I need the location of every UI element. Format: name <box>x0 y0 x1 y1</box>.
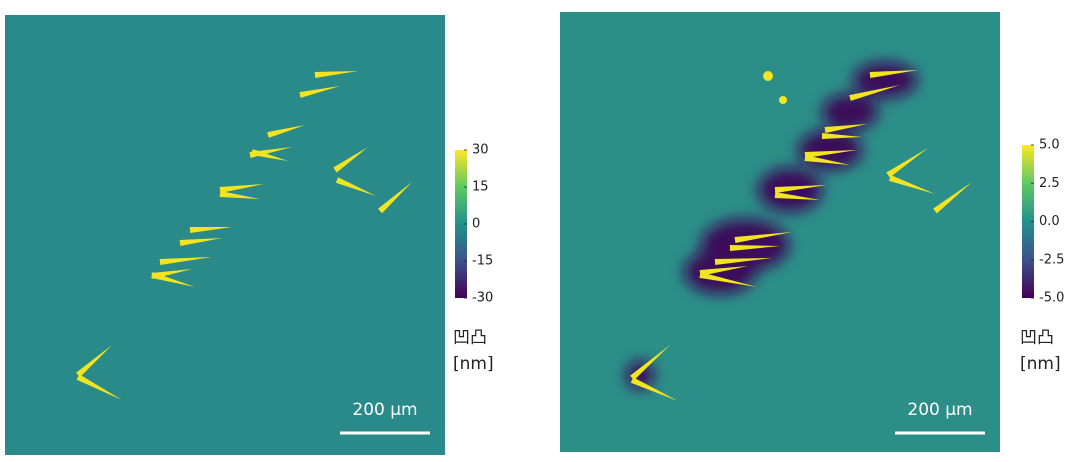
scratch <box>821 133 862 139</box>
scratch <box>159 257 212 265</box>
scratch <box>734 232 792 243</box>
spot <box>779 96 787 104</box>
scratch <box>335 177 376 196</box>
scratch <box>824 124 867 133</box>
scratch <box>333 147 368 173</box>
spot <box>763 71 773 81</box>
colorbar-label: 凹凸 <box>453 328 487 348</box>
depression <box>822 94 878 130</box>
scratch <box>267 125 305 138</box>
scratch <box>888 175 935 194</box>
scratch <box>251 149 288 161</box>
scratch <box>314 71 358 78</box>
colorbar-unit: [nm] <box>453 354 494 374</box>
scratch <box>630 377 678 401</box>
colorbar-tick-label: 0 <box>472 217 480 232</box>
scratch <box>219 184 264 193</box>
scratch <box>729 245 780 251</box>
colorbar-unit: [nm] <box>1020 354 1061 374</box>
colorbar-tick-label: -15 <box>472 254 493 269</box>
scratch <box>699 272 757 287</box>
scratch <box>630 345 670 381</box>
scratch <box>714 258 772 265</box>
colorbar-tick-label: -5.0 <box>1039 291 1064 306</box>
scratch <box>804 155 850 165</box>
scratch <box>774 185 827 193</box>
scratch <box>219 191 260 199</box>
colorbar-tick-label: 30 <box>472 143 489 158</box>
colorbar-label: 凹凸 <box>1020 328 1054 348</box>
scratch <box>869 70 918 78</box>
scale-label: 200 µm <box>352 400 417 420</box>
scratch <box>76 345 112 378</box>
scratch <box>933 182 972 214</box>
scratch <box>151 269 192 279</box>
colorbar-tick-label: -30 <box>472 291 493 306</box>
scratches <box>76 70 972 401</box>
colorbar-tick-label: 0.0 <box>1039 214 1060 229</box>
scratch <box>699 266 748 276</box>
scratch <box>299 86 340 98</box>
scratch <box>849 85 900 101</box>
depression <box>684 250 756 294</box>
map-image <box>5 15 445 455</box>
colorbar-tick-label: 2.5 <box>1039 176 1060 191</box>
scratch <box>804 150 857 158</box>
scratch <box>179 238 222 246</box>
scratch <box>886 148 928 178</box>
scratch <box>377 182 412 214</box>
scratch <box>189 227 232 233</box>
colorbar-tick-label: -2.5 <box>1039 252 1064 267</box>
colorbar-tick-label: 5.0 <box>1039 138 1060 153</box>
scale-label: 200 µm <box>907 400 972 420</box>
colorbar-tick-label: 15 <box>472 180 489 195</box>
scratch <box>774 192 820 200</box>
scratch <box>76 374 122 400</box>
